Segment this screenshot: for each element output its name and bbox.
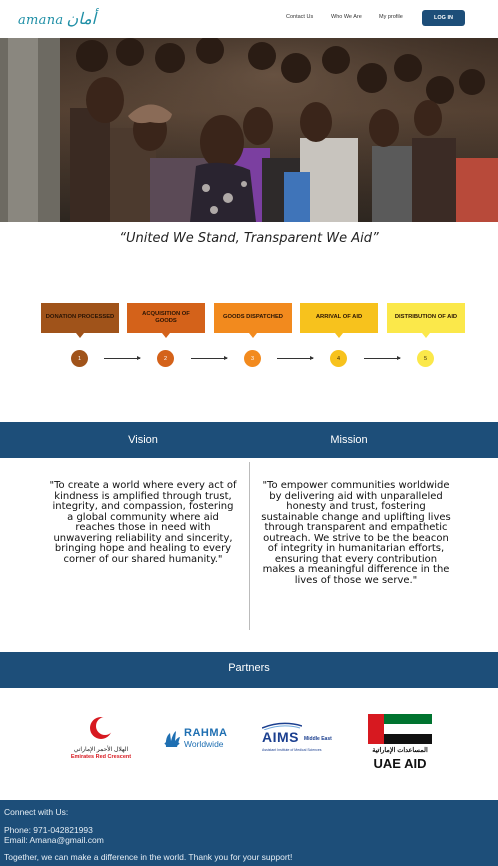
uae-aid-arabic: المساعدات الإماراتية	[372, 747, 428, 754]
vision-mission-header	[0, 422, 498, 458]
step-arrow-2	[191, 356, 228, 360]
step-box-3: GOODS DISPATCHED	[214, 303, 292, 333]
step-box-2: ACQUISITION OF GOODS	[127, 303, 205, 333]
login-button[interactable]: LOG IN	[422, 10, 465, 26]
erc-english-name: Emirates Red Crescent	[70, 754, 132, 760]
red-crescent-icon	[90, 717, 114, 739]
step-pointer-3	[249, 333, 257, 338]
step-circle-3: 3	[244, 350, 261, 367]
step-label-3: GOODS DISPATCHED	[222, 314, 283, 321]
mission-text: "To empower communities worldwide by del…	[261, 480, 451, 586]
site-header: amana أمان Contact Us Who We Are My prof…	[0, 0, 498, 38]
partner-rahma-worldwide[interactable]: RAHMA Worldwide	[163, 726, 235, 752]
vision-title: Vision	[128, 434, 158, 446]
rahma-name: RAHMA	[184, 727, 228, 739]
hero-image	[0, 38, 498, 222]
step-label-1: DONATION PROCESSED	[45, 314, 115, 321]
step-pointer-2	[162, 333, 170, 338]
step-label-2: ACQUISITION OF GOODS	[142, 310, 190, 325]
nav-my-profile[interactable]: My profile	[379, 14, 403, 20]
footer-thanks: Together, we can make a difference in th…	[4, 852, 293, 862]
rahma-subtitle: Worldwide	[184, 739, 224, 749]
partners-title: Partners	[228, 662, 270, 674]
step-arrow-3	[277, 356, 314, 360]
footer-phone[interactable]: Phone: 971-042821993	[4, 825, 93, 835]
vision-mission-divider	[249, 462, 250, 630]
partners-header	[0, 652, 498, 688]
nav-contact-us[interactable]: Contact Us	[286, 14, 314, 20]
vision-text: "To create a world where every act of ki…	[49, 480, 237, 565]
tagline: “United We Stand, Transparent We Aid”	[119, 231, 379, 246]
rahma-hand-icon	[164, 731, 180, 747]
footer-email[interactable]: Email: Amana@gmail.com	[4, 835, 104, 845]
logo-latin-text: amana	[18, 13, 64, 28]
uae-aid-english: UAE AID	[373, 756, 427, 771]
aims-subtitle: Assistant Institute of Medical Sciences	[262, 748, 322, 752]
amana-logo[interactable]: amana أمان	[18, 4, 96, 30]
step-circle-1: 1	[71, 350, 88, 367]
mission-title: Mission	[330, 434, 368, 446]
step-circle-4: 4	[330, 350, 347, 367]
aims-name: AIMS	[262, 729, 299, 745]
step-label-5: DISTRIBUTION OF AID	[394, 314, 458, 321]
step-box-5: DISTRIBUTION OF AID	[387, 303, 465, 333]
erc-arabic-name: الهلال الأحمر الإماراتي	[73, 747, 129, 753]
step-box-1: DONATION PROCESSED	[41, 303, 119, 333]
step-circle-2: 2	[157, 350, 174, 367]
step-label-4: ARRIVAL OF AID	[315, 314, 363, 321]
partner-uae-aid[interactable]: المساعدات الإماراتية UAE AID	[366, 714, 434, 772]
partner-aims[interactable]: AIMS Middle East Assistant Institute of …	[262, 722, 336, 756]
step-pointer-1	[76, 333, 84, 338]
step-arrow-4	[364, 356, 401, 360]
footer-connect-heading: Connect with Us:	[4, 807, 69, 817]
step-arrow-1	[104, 356, 141, 360]
aims-swoosh-icon	[262, 722, 302, 730]
uae-flag-icon	[368, 714, 432, 744]
step-pointer-4	[335, 333, 343, 338]
partner-emirates-red-crescent[interactable]: الهلال الأحمر الإماراتي Emirates Red Cre…	[64, 716, 138, 762]
aims-region: Middle East	[304, 736, 332, 742]
step-circle-5: 5	[417, 350, 434, 367]
hero-crowd-illustration	[0, 38, 498, 222]
logo-arabic-text: أمان	[66, 9, 97, 28]
nav-who-we-are[interactable]: Who We Are	[331, 14, 362, 20]
step-pointer-5	[422, 333, 430, 338]
site-footer: Connect with Us: Phone: 971-042821993 Em…	[0, 800, 498, 866]
step-box-4: ARRIVAL OF AID	[300, 303, 378, 333]
